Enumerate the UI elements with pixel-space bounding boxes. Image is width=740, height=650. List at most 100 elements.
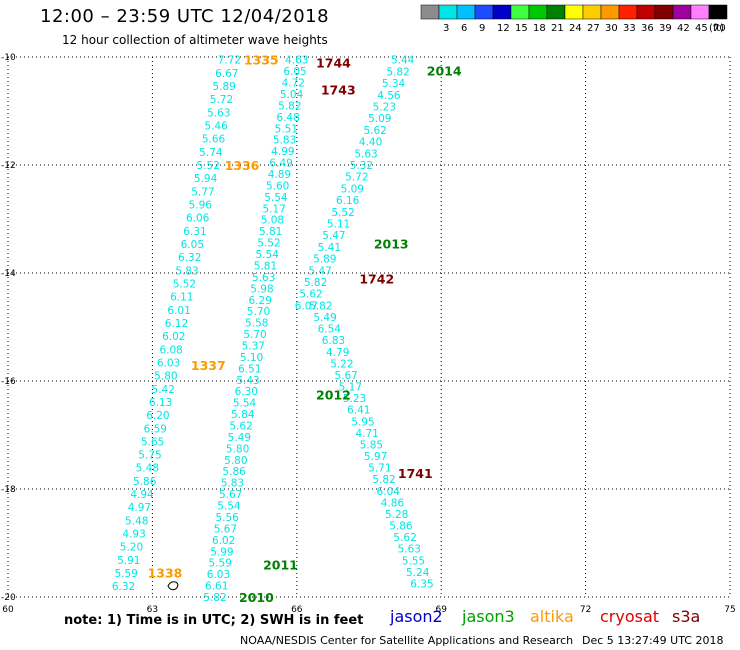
wave-height-value: 5.41: [318, 242, 341, 254]
wave-height-value: 5.82: [386, 66, 409, 78]
longitude-tick-label: 63: [147, 605, 158, 615]
pass-time-label: 1335: [244, 53, 279, 68]
wave-height-value: 5.67: [334, 370, 357, 382]
pass-time-label: 2011: [263, 558, 298, 573]
wave-height-value: 6.67: [215, 68, 238, 80]
wave-height-value: 6.02: [212, 535, 235, 547]
colorbar-tick-label: 33: [623, 23, 636, 34]
altimeter-tracks: 7.726.675.895.725.635.465.665.745.525.94…: [112, 55, 434, 604]
pass-time-label: 1338: [148, 566, 183, 581]
colorbar-tick-label: 21: [551, 23, 564, 34]
wave-height-value: 6.05: [181, 239, 204, 251]
wave-height-value: 5.52: [257, 238, 280, 250]
wave-height-value: 5.83: [221, 478, 244, 490]
pass-time-label: 1743: [321, 82, 356, 97]
pass-time-label: 1337: [191, 358, 226, 373]
wave-height-value: 5.99: [210, 546, 233, 558]
pass-time-label: 1742: [359, 271, 394, 286]
wave-height-value: 5.48: [136, 463, 159, 475]
satellite-legend-item: altika: [530, 607, 574, 626]
wave-height-value: 5.49: [313, 312, 336, 324]
colorbar-swatch: [636, 4, 656, 20]
wave-height-value: 5.80: [224, 455, 247, 467]
satellite-legend-item: cryosat: [600, 607, 660, 626]
wave-height-value: 5.49: [228, 432, 251, 444]
wave-height-value: 5.98: [250, 283, 273, 295]
wave-height-value: 5.86: [222, 466, 246, 478]
wave-height-value: 5.58: [245, 318, 268, 330]
longitude-tick-label: 69: [435, 605, 447, 615]
wave-height-value: 5.55: [402, 555, 425, 567]
wave-height-value: 6.06: [186, 213, 210, 225]
wave-height-value: 6.31: [183, 226, 206, 238]
wave-height-value: 5.63: [252, 272, 275, 284]
map-subtitle: 12 hour collection of altimeter wave hei…: [62, 33, 328, 47]
wave-height-value: 4.40: [359, 137, 382, 149]
wave-height-value: 5.51: [275, 123, 298, 135]
wave-height-value: 6.16: [336, 195, 360, 207]
colorbar-tick-label: 30: [605, 23, 618, 34]
colorbar-tick-label: 39: [659, 23, 672, 34]
colorbar-swatch: [564, 4, 584, 20]
wave-height-value: 5.37: [242, 340, 265, 352]
wave-height-value: 5.54: [264, 192, 288, 204]
wave-height-value: 5.09: [368, 113, 391, 125]
wave-height-value: 5.82: [278, 100, 301, 112]
wave-height-value: 5.70: [247, 306, 270, 318]
wave-height-value: 5.52: [197, 160, 220, 172]
colorbar-swatch: [690, 4, 710, 20]
wave-height-value: 5.70: [243, 329, 266, 341]
wave-height-value: 5.67: [219, 489, 242, 501]
wave-height-value: 5.96: [189, 199, 213, 211]
colorbar-tick-label: 24: [569, 23, 582, 34]
colorbar-tick-label: 18: [533, 23, 546, 34]
colorbar-tick-label: 6: [461, 23, 467, 34]
wave-height-value: 5.77: [191, 186, 214, 198]
track-time-labels: 1335 1744 2014 1743 1336 2013 1742 1337 2012 1741…: [148, 53, 462, 605]
latitude-tick-label: -20: [1, 593, 16, 603]
colorbar-tick-label: 15: [515, 23, 528, 34]
wave-height-value: 5.82: [309, 300, 332, 312]
map-grid: [7, 56, 731, 598]
wave-height-value: 5.62: [229, 421, 252, 433]
wave-height-value: 6.11: [170, 292, 193, 304]
pass-time-label: 1336: [225, 158, 260, 173]
colorbar-tick-label: 70: [713, 23, 726, 34]
wave-height-value: 6.83: [322, 335, 345, 347]
satellite-legend-item: s3a: [672, 607, 701, 626]
wave-height-value: 6.51: [238, 363, 261, 375]
wave-height-value: 4.86: [381, 497, 405, 509]
wave-height-value: 4.93: [122, 529, 145, 541]
wave-height-value: 5.83: [273, 135, 296, 147]
wave-height-value: 4.63: [285, 55, 308, 67]
wave-height-value: 5.84: [231, 409, 255, 421]
colorbar-tick-label: 27: [587, 23, 600, 34]
wave-height-value: 5.59: [114, 568, 137, 580]
colorbar-legend: 3 6 9 12 15 18 21 24 27 30 33 36 39 42 45 70(ft): [420, 4, 728, 34]
wave-height-value: 5.66: [202, 134, 226, 146]
axis-tick-labels: 60 63 66 69 72 75 -10 -12 -14 -16 -18 -20: [1, 53, 736, 615]
colorbar-swatch: [672, 4, 692, 20]
wave-height-value: 5.71: [368, 463, 391, 475]
pass-time-label: 2014: [427, 64, 462, 79]
wave-height-value: 5.80: [154, 371, 177, 383]
longitude-tick-label: 72: [580, 605, 591, 615]
wave-height-value: 6.03: [207, 569, 230, 581]
colorbar-swatch: [618, 4, 638, 20]
wave-height-value: 5.11: [327, 219, 350, 231]
footnote: note: 1) Time is in UTC; 2) SWH is in fe…: [64, 613, 364, 628]
wave-height-value: 5.75: [138, 450, 161, 462]
wave-height-value: 5.86: [389, 521, 413, 533]
wave-height-value: 5.47: [322, 230, 345, 242]
wave-height-value: 5.63: [354, 148, 377, 160]
wave-height-value: 6.20: [146, 410, 169, 422]
colorbar-swatch: [708, 4, 728, 20]
map-title: 12:00 – 23:59 UTC 12/04/2018: [40, 6, 330, 27]
wave-height-value: 7.72: [218, 55, 241, 67]
wave-height-value: 6.07: [295, 300, 318, 312]
island-outline: [167, 581, 179, 591]
wave-height-value: 6.61: [205, 581, 228, 593]
pass-time-label: 2013: [374, 236, 409, 251]
colorbar-swatch: [474, 4, 494, 20]
